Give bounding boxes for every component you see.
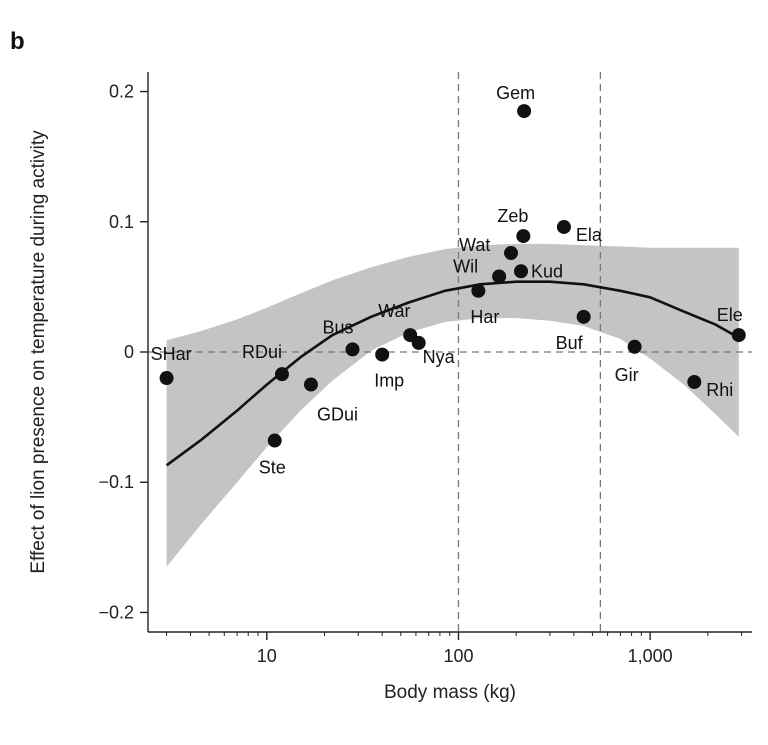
data-point-har [471,283,486,298]
data-point-buf [576,309,591,324]
point-label-har: Har [470,307,499,327]
data-point-kud [514,264,529,279]
point-label-war: War [378,301,410,321]
y-tick-label: −0.1 [98,472,134,492]
point-label-imp: Imp [374,371,404,391]
point-label-nya: Nya [423,347,456,367]
y-tick-label: 0 [124,342,134,362]
data-point-ste [267,433,282,448]
y-tick-label: −0.2 [98,602,134,622]
panel-label: b [10,28,25,55]
confidence-band [166,243,739,567]
point-label-ela: Ela [576,225,603,245]
x-tick-label: 10 [257,646,277,666]
point-label-zeb: Zeb [497,206,528,226]
data-point-zeb [516,229,531,244]
data-point-wat [504,246,519,261]
data-point-ela [556,219,571,234]
data-point-rhi [687,374,702,389]
data-point-ele [731,328,746,343]
data-point-bus [345,342,360,357]
fit-curve [165,280,740,467]
point-label-ele: Ele [717,305,743,325]
point-label-buf: Buf [556,333,584,353]
data-point-imp [375,347,390,362]
point-label-shar: SHar [151,344,192,364]
data-point-gem [517,104,532,119]
point-label-wil: Wil [453,256,478,276]
data-point-gir [627,339,642,354]
point-label-rdui: RDui [242,342,282,362]
x-axis-title: Body mass (kg) [384,682,516,703]
y-axis-title: Effect of lion presence on temperature d… [28,130,49,574]
y-tick-label: 0.2 [109,82,134,102]
point-label-gdui: GDui [317,405,358,425]
x-tick-label: 100 [443,646,473,666]
point-label-ste: Ste [259,458,286,478]
data-point-shar [159,371,174,386]
data-point-wil [492,269,507,284]
x-tick-label: 1,000 [628,646,673,666]
data-point-rdui [274,367,289,382]
data-point-gdui [303,377,318,392]
point-label-bus: Bus [323,317,354,337]
point-label-kud: Kud [531,261,563,281]
point-label-gir: Gir [615,365,639,385]
point-label-gem: Gem [496,83,535,103]
y-tick-label: 0.1 [109,212,134,232]
point-label-rhi: Rhi [706,380,733,400]
point-label-wat: Wat [459,235,490,255]
data-point-nya [411,335,426,350]
